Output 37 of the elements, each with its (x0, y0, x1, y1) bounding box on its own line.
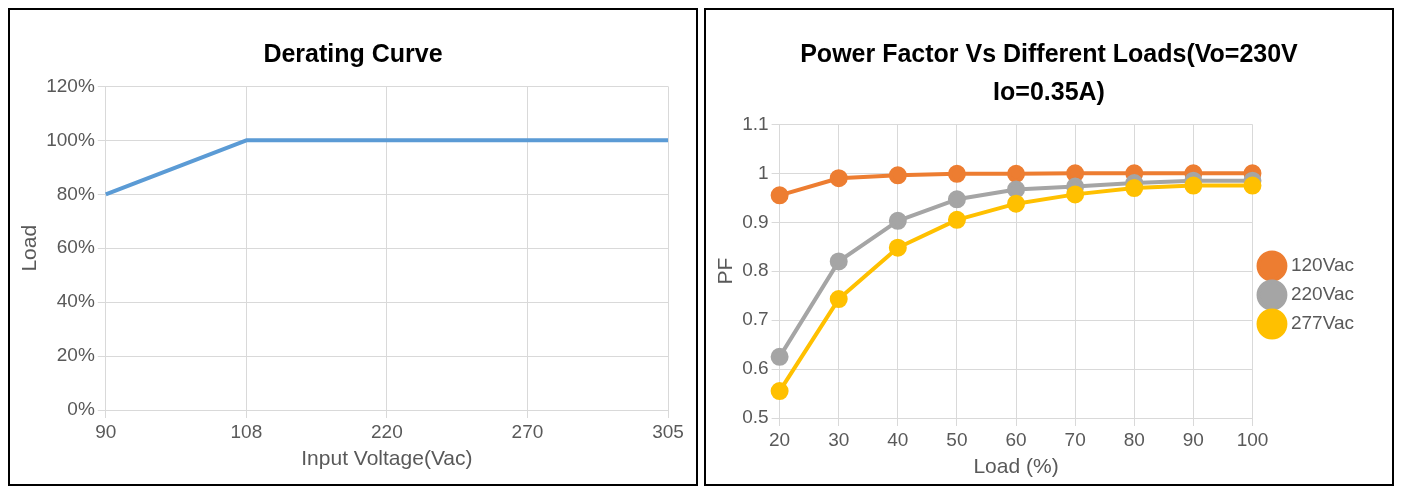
y-axis-title: PF (713, 257, 737, 285)
y-tick-label: 0.7 (742, 308, 769, 330)
x-tick-label: 50 (946, 428, 968, 450)
x-tick-label: 220 (371, 420, 403, 442)
y-tick-label: 0.5 (742, 406, 769, 428)
x-axis-title: Input Voltage(Vac) (301, 446, 473, 470)
legend-label: 277Vac (1290, 312, 1354, 334)
x-tick-label: 40 (887, 428, 909, 450)
chart-title: Derating Curve (263, 38, 443, 69)
x-tick-label: 80 (1123, 428, 1145, 450)
y-tick-label: 80% (56, 182, 95, 204)
y-tick-label: 1.1 (742, 112, 769, 134)
x-tick-label: 108 (230, 420, 263, 442)
x-tick-label: 70 (1064, 428, 1086, 450)
y-tick-label: 1 (758, 161, 769, 183)
y-tick-label: 20% (56, 344, 95, 366)
y-tick-label: 60% (56, 236, 95, 258)
y-tick-label: 100% (46, 128, 95, 150)
x-tick-label: 270 (511, 420, 544, 442)
x-tick-label: 30 (828, 428, 850, 450)
y-tick-label: 0.6 (742, 357, 769, 379)
x-tick-label: 100 (1236, 428, 1269, 450)
y-tick-label: 0.9 (742, 210, 769, 232)
y-tick-label: 0.8 (742, 259, 769, 281)
x-axis-title: Load (%) (973, 454, 1059, 478)
y-tick-label: 40% (56, 290, 95, 312)
x-tick-label: 90 (95, 420, 117, 442)
x-tick-label: 305 (652, 420, 684, 442)
x-tick-label: 20 (769, 428, 791, 450)
y-axis-title: Load (17, 224, 41, 272)
chart-title: Power Factor Vs Different Loads(Vo=230V Io=0.35A) (799, 38, 1299, 107)
y-tick-label: 120% (46, 74, 95, 96)
legend-label: 120Vac (1290, 254, 1354, 276)
x-tick-label: 90 (1182, 428, 1204, 450)
y-tick-label: 0% (67, 398, 95, 420)
x-tick-label: 60 (1005, 428, 1027, 450)
legend-label: 220Vac (1290, 283, 1354, 305)
